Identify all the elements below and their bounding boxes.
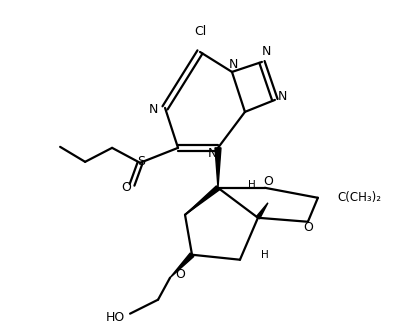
Text: H: H	[248, 180, 256, 190]
Text: HO: HO	[106, 311, 125, 324]
Text: N: N	[278, 90, 288, 103]
Text: O: O	[121, 181, 131, 194]
Text: N: N	[262, 45, 272, 58]
Text: H: H	[261, 250, 269, 260]
Text: N: N	[148, 103, 158, 116]
Polygon shape	[256, 203, 268, 219]
Text: N: N	[207, 147, 217, 160]
Text: S: S	[137, 155, 145, 168]
Text: C(CH₃)₂: C(CH₃)₂	[338, 191, 382, 204]
Text: Cl: Cl	[194, 25, 206, 38]
Text: O: O	[263, 175, 273, 188]
Polygon shape	[185, 186, 220, 215]
Text: O: O	[175, 268, 185, 281]
Text: N: N	[228, 58, 238, 71]
Polygon shape	[215, 148, 221, 188]
Polygon shape	[170, 253, 194, 278]
Text: O: O	[303, 221, 313, 234]
